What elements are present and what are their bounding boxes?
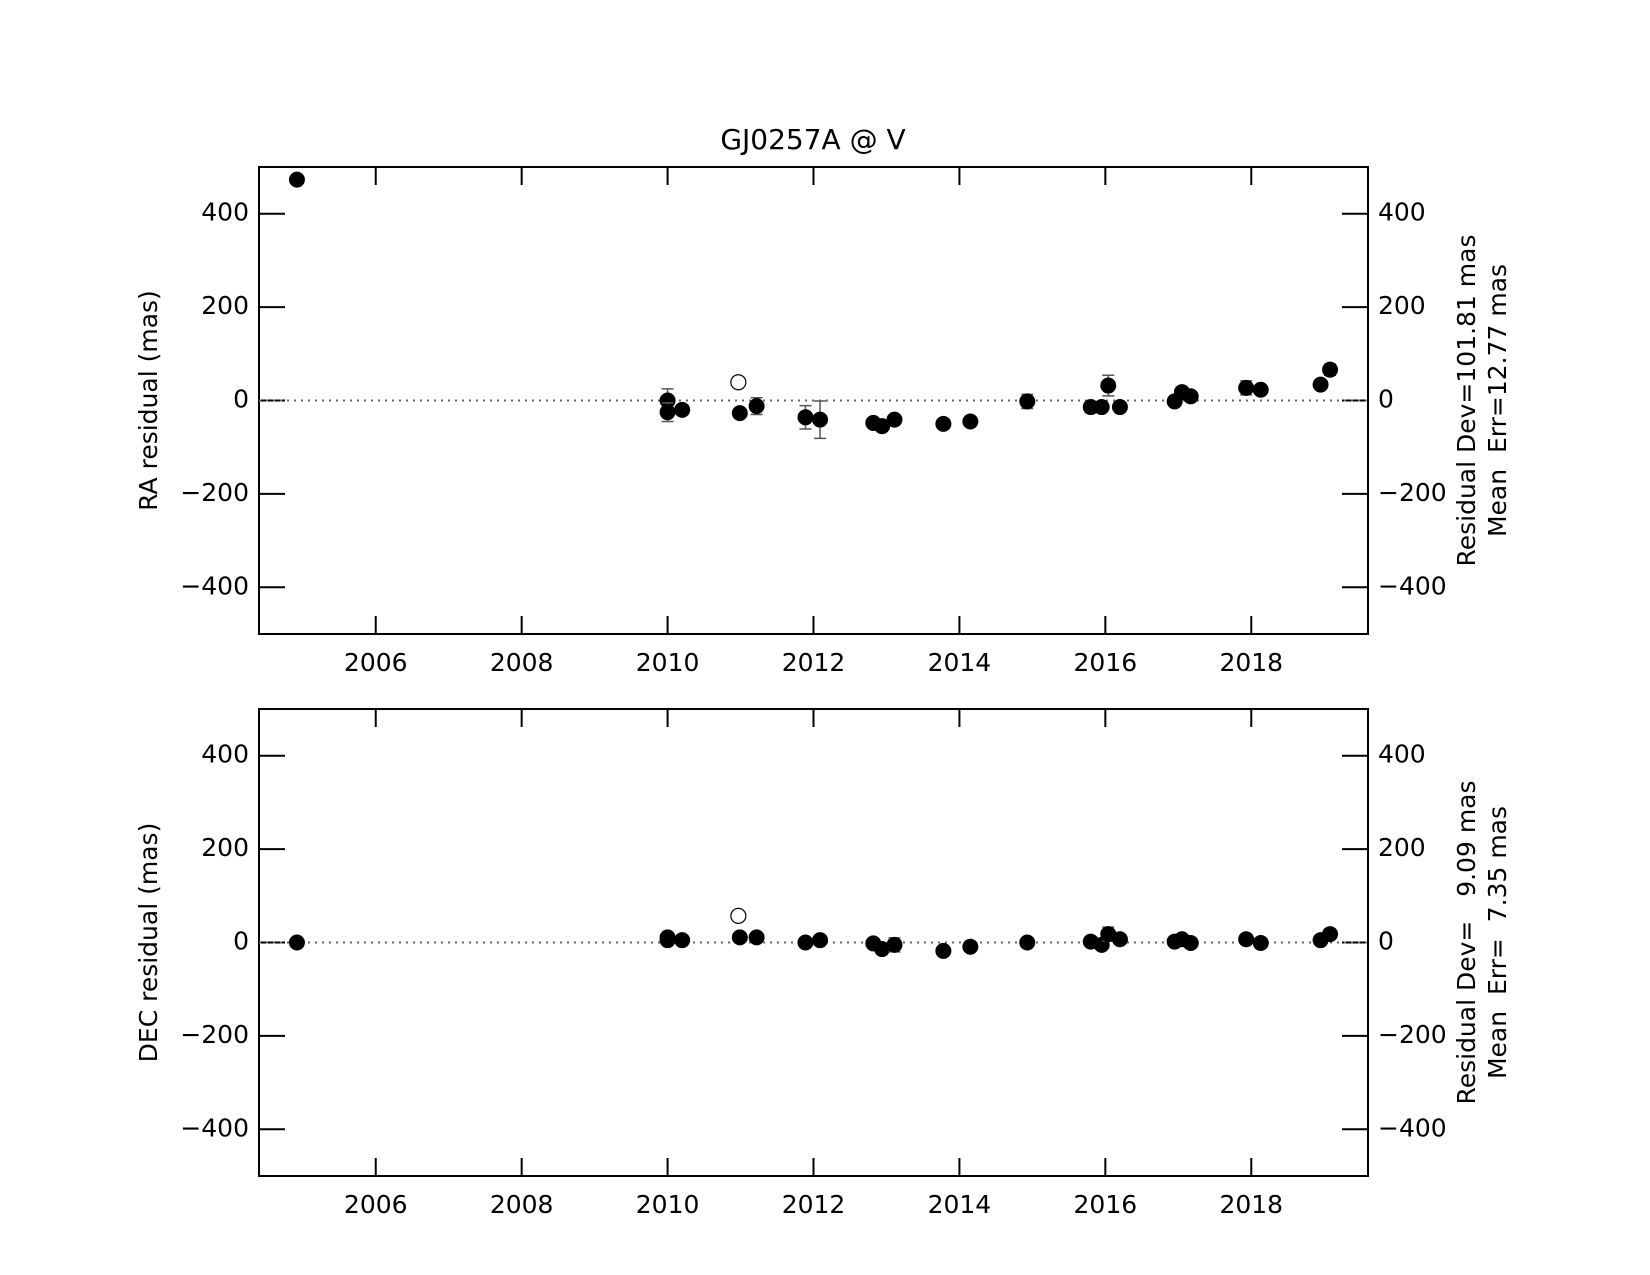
data-point xyxy=(288,171,305,188)
data-point xyxy=(731,405,748,422)
x-tick-label: 2006 xyxy=(344,1190,408,1219)
x-tick-label: 2014 xyxy=(928,1190,992,1219)
y2-tick-label: 200 xyxy=(1378,291,1426,320)
data-point xyxy=(797,934,814,951)
data-point xyxy=(812,411,829,428)
annotation: Mean Err=12.77 mas xyxy=(1483,264,1512,537)
data-point xyxy=(659,404,676,421)
y2-tick-label: −400 xyxy=(1378,571,1447,600)
x-tick-label: 2014 xyxy=(928,648,992,677)
data-point xyxy=(962,413,979,430)
data-point xyxy=(730,907,747,924)
x-tick-label: 2008 xyxy=(490,1190,554,1219)
y2-tick-label: 400 xyxy=(1378,198,1426,227)
data-point xyxy=(1182,388,1199,405)
x-tick-label: 2010 xyxy=(636,1190,700,1219)
data-point xyxy=(1111,931,1128,948)
data-point xyxy=(812,932,829,949)
x-tick-label: 2018 xyxy=(1219,1190,1283,1219)
data-point xyxy=(1322,926,1339,943)
data-point xyxy=(1100,377,1117,394)
x-tick-label: 2010 xyxy=(636,648,700,677)
data-point xyxy=(962,938,979,955)
data-point xyxy=(1322,361,1339,378)
x-tick-label: 2006 xyxy=(344,648,408,677)
y-tick-label: 200 xyxy=(201,833,249,862)
y2-tick-label: 400 xyxy=(1378,740,1426,769)
x-tick-label: 2012 xyxy=(782,648,846,677)
y2-tick-label: −400 xyxy=(1378,1113,1447,1142)
data-point xyxy=(1238,931,1255,948)
data-point xyxy=(659,932,676,949)
y-tick-label: 400 xyxy=(201,740,249,769)
y-tick-label: 200 xyxy=(201,291,249,320)
y2-tick-label: 0 xyxy=(1378,927,1394,956)
data-point xyxy=(1252,381,1269,398)
data-point xyxy=(674,401,691,418)
annotation: Residual Dev= 9.09 mas xyxy=(1452,780,1481,1104)
y-axis-label: RA residual (mas) xyxy=(134,290,163,511)
y-tick-label: −400 xyxy=(180,1113,249,1142)
y-tick-label: −400 xyxy=(180,571,249,600)
data-point xyxy=(730,374,747,391)
y-tick-label: 400 xyxy=(201,198,249,227)
x-tick-label: 2008 xyxy=(490,648,554,677)
x-tick-label: 2018 xyxy=(1219,648,1283,677)
annotation: Mean Err= 7.35 mas xyxy=(1483,806,1512,1079)
data-point xyxy=(674,932,691,949)
x-tick-label: 2016 xyxy=(1074,1190,1138,1219)
chart-title: GJ0257A @ V xyxy=(720,123,905,156)
y2-tick-label: 0 xyxy=(1378,385,1394,414)
y2-tick-label: 200 xyxy=(1378,833,1426,862)
data-point xyxy=(1019,934,1036,951)
annotation: Residual Dev=101.81 mas xyxy=(1452,234,1481,566)
y2-tick-label: −200 xyxy=(1378,1020,1447,1049)
data-point xyxy=(1182,934,1199,951)
data-point xyxy=(886,936,903,953)
data-point xyxy=(886,411,903,428)
data-point xyxy=(1019,393,1036,410)
data-point xyxy=(874,418,891,435)
data-point xyxy=(1312,376,1329,393)
y-tick-label: −200 xyxy=(180,478,249,507)
x-tick-label: 2012 xyxy=(782,1190,846,1219)
data-point xyxy=(748,929,765,946)
y-tick-label: −200 xyxy=(180,1020,249,1049)
y-tick-label: 0 xyxy=(233,385,249,414)
data-point xyxy=(1093,399,1110,416)
data-point xyxy=(935,942,952,959)
data-point xyxy=(1111,399,1128,416)
x-tick-label: 2016 xyxy=(1074,648,1138,677)
data-point xyxy=(288,934,305,951)
y2-tick-label: −200 xyxy=(1378,478,1447,507)
data-point xyxy=(935,415,952,432)
data-point xyxy=(797,409,814,426)
data-point xyxy=(748,398,765,415)
data-point xyxy=(1252,934,1269,951)
data-point xyxy=(1238,379,1255,396)
y-axis-label: DEC residual (mas) xyxy=(134,823,163,1063)
y-tick-label: 0 xyxy=(233,927,249,956)
data-point xyxy=(731,929,748,946)
